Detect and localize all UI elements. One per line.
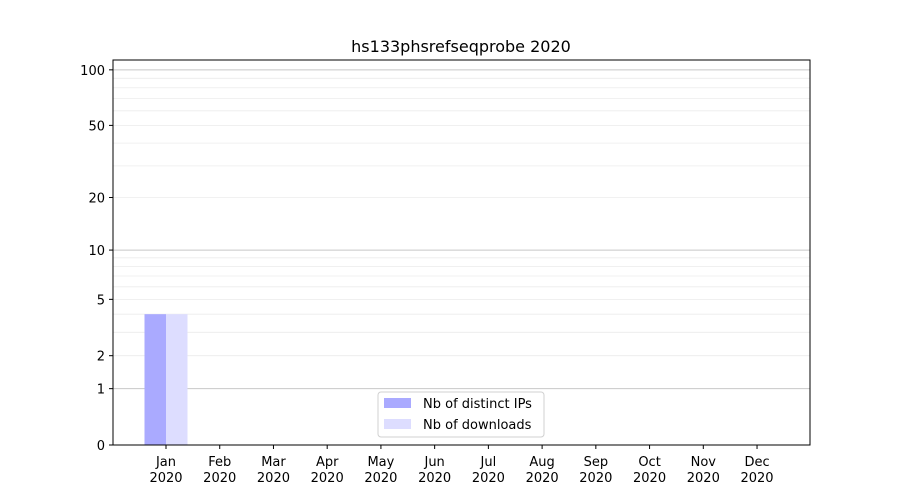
x-tick-label-month: May [367,455,394,470]
x-tick-label-month: Oct [638,455,660,470]
legend-label: Nb of downloads [423,418,532,433]
plot-frame [112,59,811,446]
y-tick-label: 10 [88,244,105,259]
x-tick-label-year: 2020 [418,471,451,486]
x-tick-label-year: 2020 [740,471,773,486]
legend-swatch [384,419,411,429]
x-tick-label-month: Feb [208,455,231,470]
x-tick-label-year: 2020 [149,471,182,486]
x-tick-label-month: Apr [316,455,339,470]
x-tick-label-month: Aug [529,455,554,470]
x-tick-label-year: 2020 [633,471,666,486]
x-tick-label-year: 2020 [257,471,290,486]
y-tick-label: 100 [80,64,105,79]
y-tick-label: 50 [88,119,105,134]
y-tick-label: 1 [97,383,105,398]
chart-title: hs133phsrefseqprobe 2020 [351,37,571,56]
legend-swatch [384,398,411,408]
x-tick-label-month: Jul [480,455,497,470]
y-tick-label: 0 [97,439,105,454]
x-tick-label-month: Sep [584,455,609,470]
y-tick-label: 5 [97,293,105,308]
x-tick-label-month: Dec [744,455,769,470]
bar-downloads [166,314,188,445]
y-tick-label: 20 [88,192,105,207]
legend-box [377,391,545,438]
x-tick-label-year: 2020 [203,471,236,486]
y-tick-label: 2 [97,350,105,365]
x-tick-label-year: 2020 [364,471,397,486]
legend-label: Nb of distinct IPs [423,397,532,412]
bar-distinct-ips [144,314,166,445]
x-tick-label-month: Jun [423,455,444,470]
x-tick-label-year: 2020 [311,471,344,486]
x-tick-label-month: Mar [261,455,286,470]
x-tick-label-month: Nov [691,455,717,470]
x-tick-label-year: 2020 [526,471,559,486]
x-tick-label-year: 2020 [472,471,505,486]
x-tick-label-month: Jan [155,455,176,470]
x-tick-label-year: 2020 [579,471,612,486]
x-tick-label-year: 2020 [687,471,720,486]
